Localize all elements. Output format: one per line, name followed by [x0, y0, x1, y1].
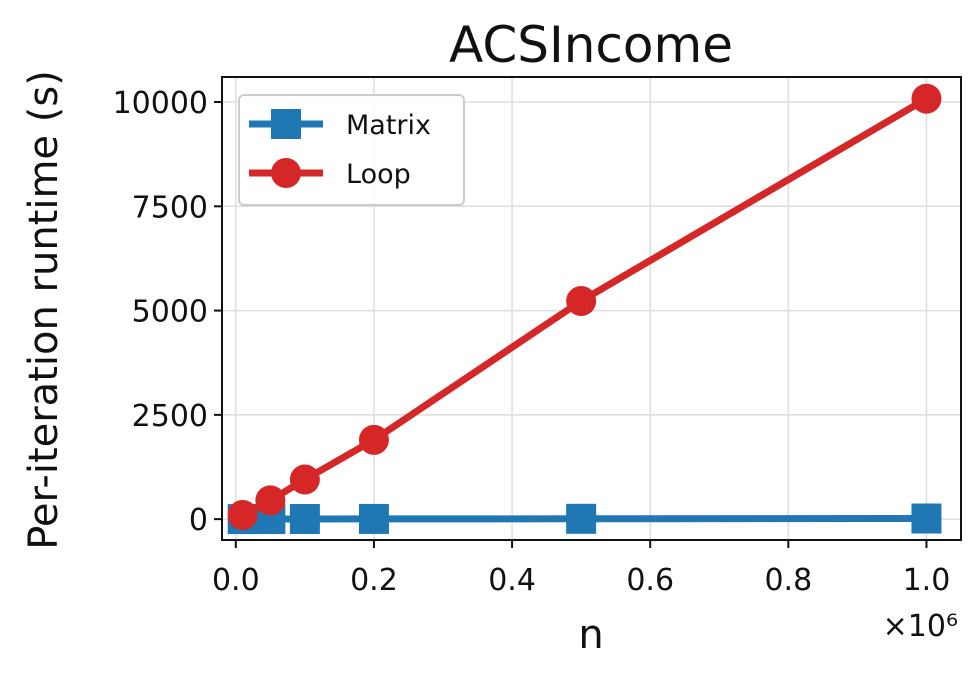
y-tick-label: 5000 — [132, 295, 208, 330]
series-loop — [227, 83, 942, 530]
y-axis-label: Per-iteration runtime (s) — [21, 70, 67, 550]
legend-loop-label: Loop — [346, 159, 411, 190]
x-tick-label: 0.0 — [212, 563, 260, 598]
x-tick-label: 0.8 — [764, 563, 812, 598]
x-axis-ticks: 0.0 0.2 0.4 0.6 0.8 1.0 — [212, 540, 950, 598]
matrix-point — [358, 503, 389, 534]
x-axis-label: n — [578, 612, 603, 658]
chart-title: ACSIncome — [449, 16, 733, 74]
x-tick-label: 0.4 — [488, 563, 536, 598]
x-tick-label: 0.2 — [350, 563, 398, 598]
series-matrix — [227, 503, 942, 535]
matrix-point — [911, 503, 942, 534]
x-axis-offset-label: ×10⁶ — [883, 609, 958, 644]
y-tick-label: 2500 — [132, 399, 208, 434]
loop-point — [255, 485, 286, 516]
loop-point — [911, 83, 942, 114]
x-tick-label: 1.0 — [903, 563, 951, 598]
y-tick-label: 0 — [189, 503, 208, 538]
legend-matrix-label: Matrix — [346, 110, 431, 141]
plot-frame — [221, 76, 962, 541]
x-tick-label: 0.6 — [626, 563, 674, 598]
loop-point — [289, 464, 320, 495]
y-tick-label: 10000 — [113, 86, 208, 121]
loop-point — [358, 424, 389, 455]
y-tick-label: 7500 — [132, 190, 208, 225]
loop-point — [227, 499, 258, 530]
loop-point — [566, 285, 597, 316]
legend-loop-marker — [271, 158, 301, 188]
matrix-point — [289, 504, 320, 535]
legend-matrix-marker — [271, 109, 301, 139]
y-axis-ticks: 0 2500 5000 7500 10000 — [113, 86, 222, 538]
series-layer — [227, 83, 942, 535]
matrix-point — [566, 503, 597, 534]
legend: Matrix Loop — [238, 94, 465, 206]
